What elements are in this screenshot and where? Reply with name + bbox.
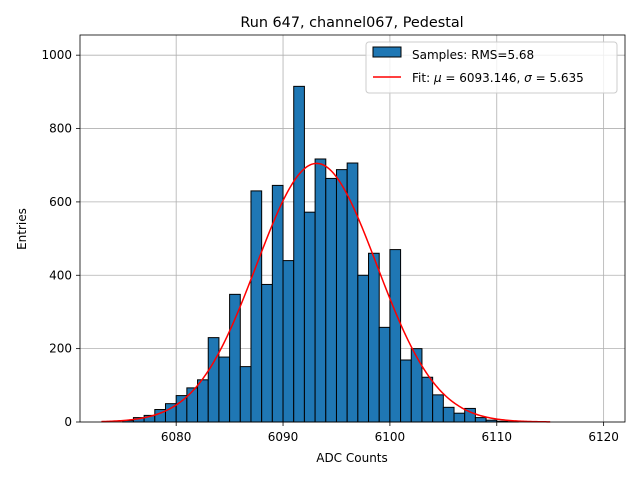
y-tick-label-1: 200 (49, 342, 72, 356)
histogram-bar-6102 (411, 349, 422, 422)
legend-histogram-label: Samples: RMS=5.68 (412, 48, 534, 62)
histogram-bar-6084 (219, 357, 230, 422)
legend-fit-label: Fit: μ = 6093.146, σ = 5.635 (412, 71, 584, 85)
histogram-bar-6082 (198, 380, 209, 422)
x-tick-label-2: 6100 (375, 430, 406, 444)
histogram-bar-6104 (433, 395, 444, 422)
histogram-bar-6085 (230, 294, 241, 422)
histogram-bar-6094 (326, 178, 337, 422)
chart-title: Run 647, channel067, Pedestal (240, 15, 463, 31)
histogram-bar-6088 (262, 284, 273, 422)
y-axis-label: Entries (15, 208, 29, 250)
histogram-bar-6100 (390, 250, 401, 422)
y-tick-label-3: 600 (49, 195, 72, 209)
legend-histogram-swatch (373, 47, 401, 57)
histogram-bar-6099 (379, 327, 390, 422)
histogram-bar-6083 (208, 338, 219, 422)
histogram-bar-6087 (251, 191, 262, 422)
histogram-bar-6098 (369, 253, 380, 422)
histogram-bar-6086 (240, 367, 251, 422)
x-tick-label-4: 6120 (588, 430, 619, 444)
histogram-bar-6105 (443, 407, 454, 422)
histogram-bar-6097 (358, 275, 369, 422)
y-tick-label-0: 0 (64, 415, 72, 429)
histogram-bar-6096 (347, 163, 358, 422)
histogram-bar-6101 (401, 360, 412, 422)
histogram-bar-6080 (176, 396, 187, 422)
legend[interactable]: Samples: RMS=5.68 Fit: μ = 6093.146, σ =… (366, 42, 617, 93)
histogram-bar-6093 (315, 159, 326, 422)
histogram-bar-6081 (187, 388, 198, 422)
histogram-bar-6106 (454, 413, 465, 422)
histogram-bar-6091 (294, 86, 305, 422)
histogram-bar-6090 (283, 261, 294, 422)
y-tick-label-5: 1000 (41, 48, 72, 62)
x-tick-label-0: 6080 (161, 430, 192, 444)
x-tick-label-3: 6110 (481, 430, 512, 444)
x-axis-label: ADC Counts (316, 451, 388, 465)
y-tick-label-2: 400 (49, 268, 72, 282)
histogram-bar-6108 (475, 418, 486, 422)
y-tick-label-4: 800 (49, 122, 72, 136)
histogram-bar-6095 (336, 170, 347, 422)
x-tick-label-1: 6090 (268, 430, 299, 444)
histogram-bar-6103 (422, 377, 433, 422)
histogram-bar-6092 (304, 212, 315, 422)
